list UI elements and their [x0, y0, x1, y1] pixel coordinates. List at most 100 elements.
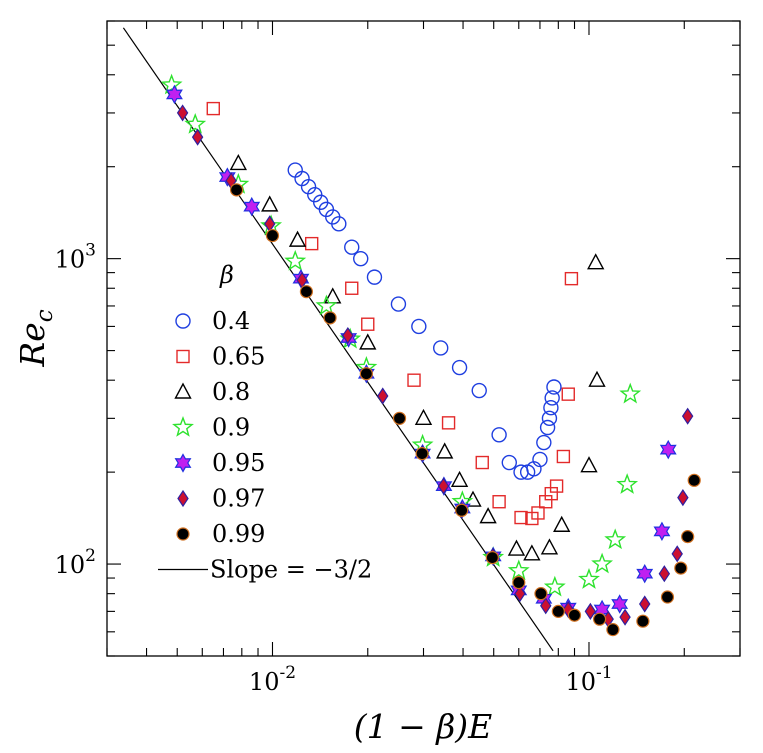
data-point — [671, 545, 683, 563]
data-point — [553, 515, 571, 532]
data-point — [361, 317, 375, 331]
data-point — [539, 419, 556, 436]
series-0_99 — [229, 183, 701, 637]
data-point — [414, 408, 433, 426]
legend-label: 0.97 — [212, 485, 265, 513]
data-point — [523, 544, 541, 561]
legend-marker — [175, 313, 191, 329]
data-point — [471, 382, 487, 399]
data-point — [561, 387, 575, 401]
data-point — [611, 594, 629, 614]
data-point — [184, 112, 207, 134]
legend-label: 0.99 — [212, 520, 265, 548]
data-point — [359, 333, 377, 350]
data-point — [191, 128, 204, 146]
data-point — [587, 253, 605, 270]
data-point — [564, 271, 579, 286]
data-point — [377, 387, 389, 405]
data-point — [323, 311, 337, 325]
data-point — [166, 84, 183, 105]
data-point — [229, 183, 244, 197]
data-point — [556, 449, 571, 464]
data-point — [549, 479, 564, 493]
legend-item: 0.99 — [176, 520, 265, 548]
legend-label: 0.4 — [212, 307, 250, 335]
data-point — [436, 442, 454, 459]
y-tick-label: 102 — [55, 546, 96, 579]
data-point — [543, 400, 559, 416]
data-point — [160, 73, 183, 95]
data-point — [366, 269, 383, 285]
data-point — [176, 104, 189, 122]
legend-item: 0.65 — [176, 343, 265, 371]
data-point — [660, 590, 675, 604]
data-point — [359, 367, 373, 381]
x-tick-label: 10-2 — [249, 663, 296, 696]
legend-title: β — [219, 261, 234, 289]
data-point — [584, 602, 597, 620]
data-point — [501, 454, 517, 471]
data-point — [567, 608, 582, 622]
legend-item: 0.4 — [175, 307, 250, 335]
legend-label: 0.8 — [212, 378, 250, 406]
data-point — [636, 614, 650, 628]
data-point — [300, 179, 317, 195]
legend-marker — [174, 453, 192, 473]
data-point — [534, 587, 548, 601]
data-point — [315, 294, 338, 316]
data-point — [592, 612, 607, 626]
data-point — [653, 521, 671, 542]
plot-area — [122, 27, 701, 652]
data-point — [331, 216, 347, 232]
data-point — [243, 196, 261, 217]
data-point — [342, 326, 354, 345]
data-point — [407, 373, 421, 387]
data-point — [492, 495, 506, 509]
legend-marker — [172, 416, 194, 437]
data-point — [206, 101, 220, 116]
legend: β 0.4 0.65 0.8 0.9 0.95 0.97 0.99 Slope = −3/2 — [158, 261, 372, 584]
data-point — [512, 575, 526, 590]
data-point — [299, 285, 314, 299]
data-point — [392, 411, 407, 425]
axis-tick-labels: 10-2 10-1 102 103 — [55, 241, 613, 696]
data-point — [636, 563, 654, 584]
data-point — [451, 359, 468, 376]
data-point — [604, 528, 627, 550]
x-axis-label: (1 − β)E — [354, 707, 493, 746]
data-point — [304, 236, 319, 251]
data-point — [437, 477, 450, 495]
legend-item: 0.9 — [172, 414, 250, 442]
data-point — [677, 489, 689, 507]
data-point — [606, 623, 620, 637]
data-point — [536, 434, 552, 451]
data-point — [345, 281, 359, 295]
data-point — [390, 296, 407, 312]
legend-label: 0.9 — [212, 414, 250, 442]
legend-label: 0.95 — [212, 449, 265, 477]
data-point — [551, 604, 565, 618]
data-point — [455, 503, 469, 517]
legend-items: 0.4 0.65 0.8 0.9 0.95 0.97 0.99 Slope = −3/2 — [158, 307, 372, 584]
legend-item: 0.8 — [174, 378, 250, 406]
data-point — [616, 473, 639, 494]
legend-marker — [176, 527, 190, 541]
data-point — [546, 379, 562, 395]
data-point — [578, 568, 600, 589]
data-point — [514, 510, 528, 525]
data-point — [491, 427, 507, 443]
data-point — [485, 550, 499, 565]
legend-item: 0.97 — [177, 485, 265, 513]
legend-item-reference: Slope = −3/2 — [158, 556, 372, 584]
legend-marker — [174, 382, 192, 399]
data-point — [479, 507, 497, 524]
data-point — [218, 167, 236, 187]
data-point — [433, 340, 449, 356]
data-point — [659, 439, 677, 460]
data-point — [507, 559, 530, 581]
legend-label: Slope = −3/2 — [210, 556, 372, 584]
data-point — [658, 565, 671, 583]
data-point — [415, 446, 429, 461]
legend-item: 0.95 — [174, 449, 265, 477]
